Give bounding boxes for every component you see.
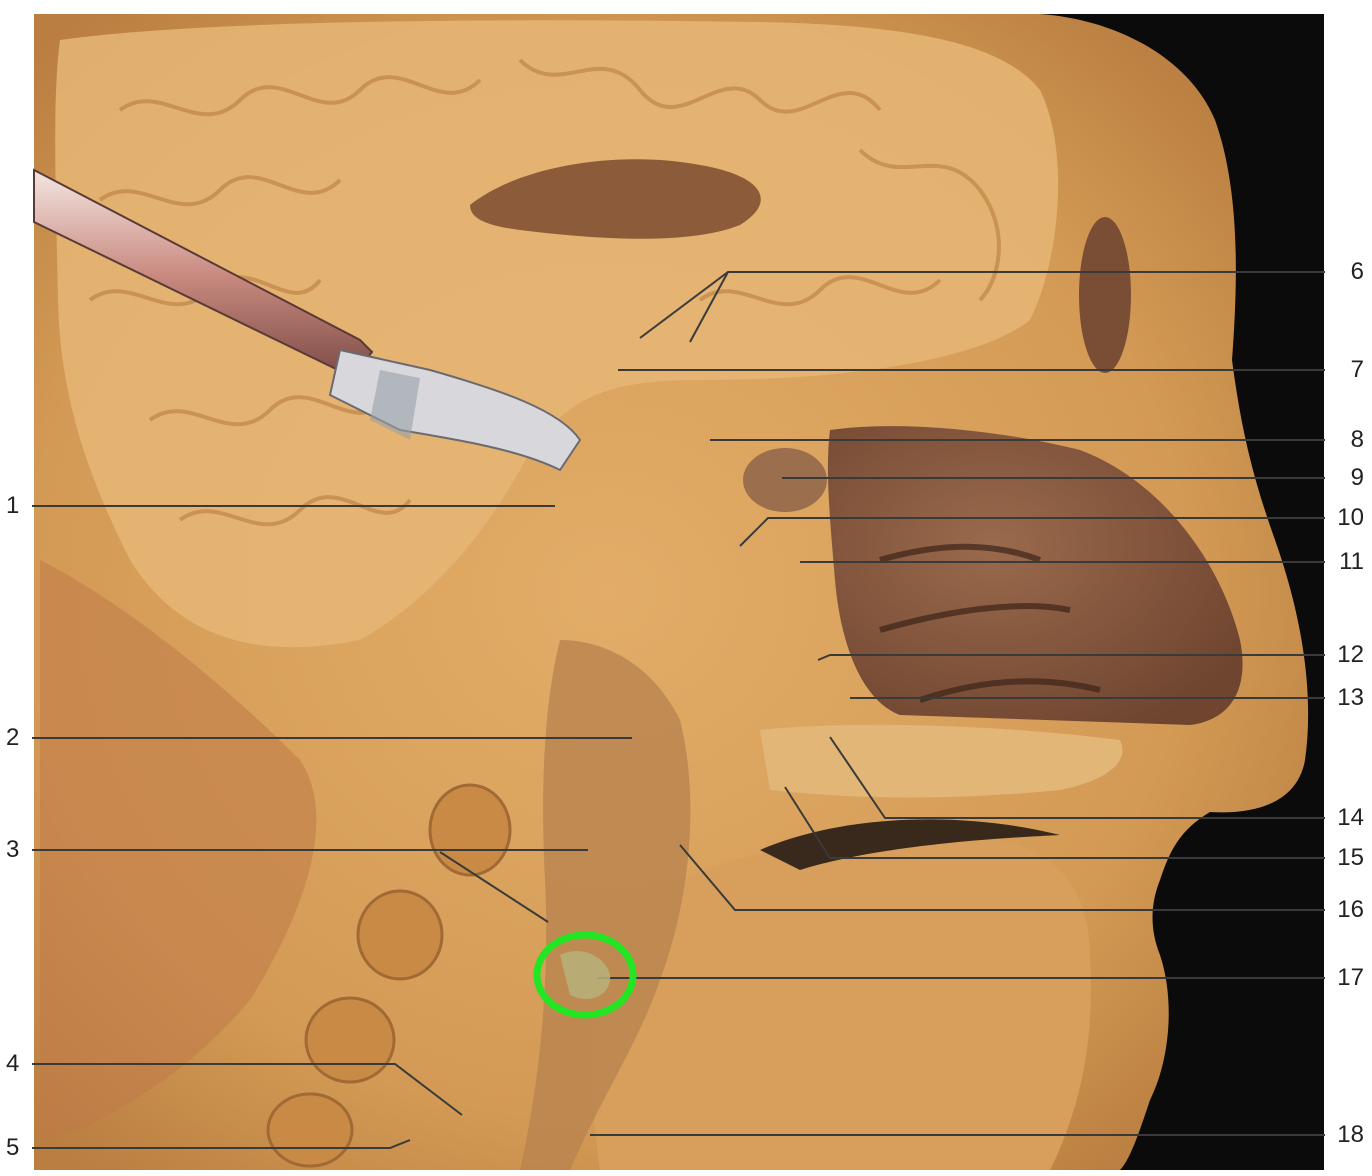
label-9: 9 xyxy=(1351,466,1364,490)
label-16: 16 xyxy=(1337,898,1364,922)
label-10: 10 xyxy=(1337,506,1364,530)
label-8: 8 xyxy=(1351,428,1364,452)
label-11: 11 xyxy=(1339,550,1364,574)
sphenoid-sinus xyxy=(743,448,827,512)
frontal-sinus xyxy=(1079,217,1131,373)
label-15: 15 xyxy=(1337,846,1364,870)
label-1: 1 xyxy=(6,494,19,518)
label-2: 2 xyxy=(6,726,19,750)
label-17: 17 xyxy=(1337,966,1364,990)
label-13: 13 xyxy=(1337,686,1364,710)
palate xyxy=(760,725,1123,798)
label-14: 14 xyxy=(1337,806,1364,830)
label-5: 5 xyxy=(6,1136,19,1160)
label-12: 12 xyxy=(1337,643,1364,667)
label-18: 18 xyxy=(1337,1123,1364,1147)
label-6: 6 xyxy=(1351,260,1364,284)
label-7: 7 xyxy=(1351,358,1364,382)
label-4: 4 xyxy=(6,1052,19,1076)
label-3: 3 xyxy=(6,838,19,862)
